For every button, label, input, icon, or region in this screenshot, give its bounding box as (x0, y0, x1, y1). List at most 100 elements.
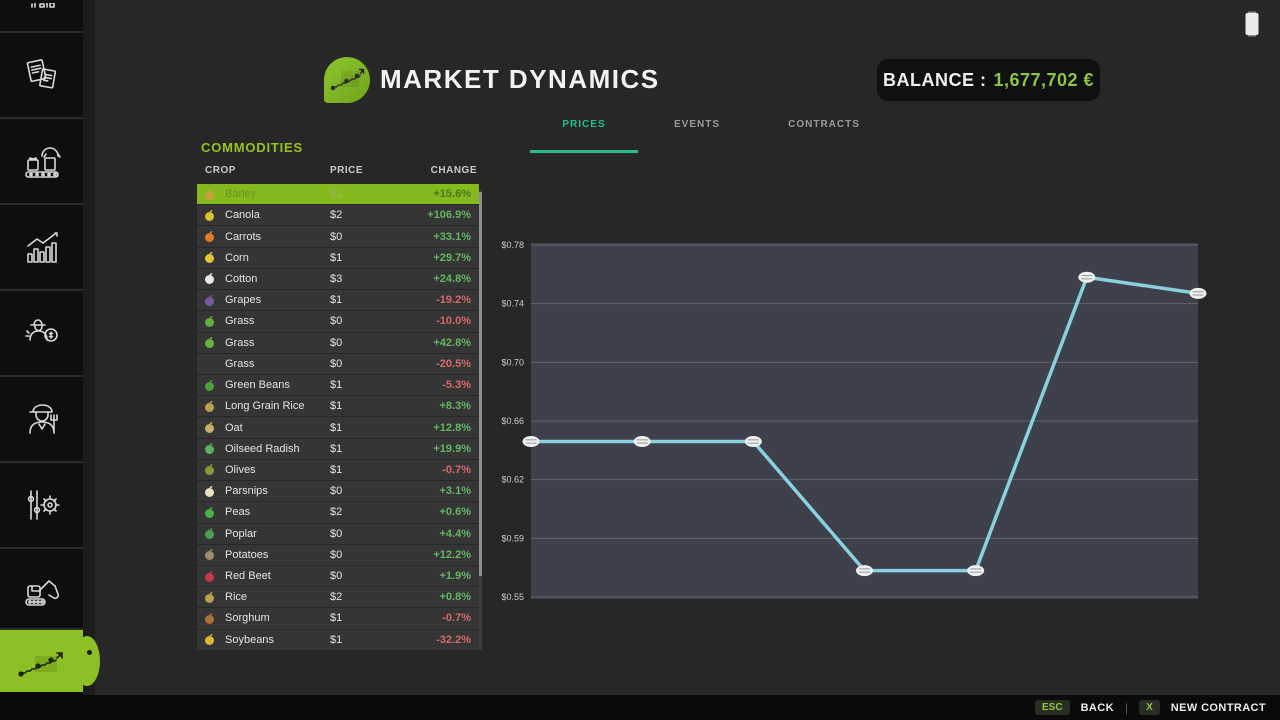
y-axis-tick-label: $0.78 (501, 240, 524, 250)
sidebar-item-statistics[interactable] (0, 205, 83, 291)
crop-icon (203, 485, 217, 498)
crop-price: $3 (330, 272, 343, 285)
crop-name: Grass (225, 315, 255, 328)
crop-name: Olives (225, 463, 256, 476)
crop-price: $0 (330, 570, 343, 583)
settings-sliders-gear-icon (27, 490, 60, 520)
new-contract-button[interactable]: NEW CONTRACT (1170, 701, 1266, 714)
commodity-row[interactable]: Green Beans $1 -5.3% (197, 374, 479, 397)
crop-change: -10.0% (436, 315, 471, 328)
crop-icon (203, 188, 217, 201)
crop-icon (203, 251, 217, 264)
farmer-icon (28, 404, 58, 434)
commodity-row[interactable]: Peas $2 +0.6% (197, 502, 479, 524)
crop-change: -19.2% (436, 294, 471, 307)
crop-name: Cotton (225, 272, 258, 285)
animal-partial-icon (30, 2, 55, 8)
commodity-row[interactable]: Olives $1 -0.7% (197, 459, 479, 482)
crop-name: Rice (225, 591, 248, 604)
crop-name: Barley (225, 188, 257, 201)
market-dynamics-icon (17, 652, 63, 677)
crop-price: $2 (330, 506, 343, 519)
commodity-row[interactable]: Rice $2 +0.8% (197, 587, 479, 609)
commodity-row[interactable]: Grass $0 +42.8% (197, 332, 479, 354)
sidebar-item-documents[interactable] (0, 33, 83, 119)
crop-price: $1 (330, 442, 343, 455)
crop-change: +12.2% (433, 548, 471, 561)
tab-contracts[interactable]: CONTRACTS (788, 119, 860, 130)
crop-change: +3.1% (439, 485, 472, 498)
crop-change: +1.9% (439, 570, 472, 583)
commodity-row[interactable]: Parsnips $0 +3.1% (197, 481, 479, 503)
crop-name: Oat (225, 421, 243, 434)
crop-price: $1 (330, 612, 343, 625)
crop-change: -0.7% (442, 463, 471, 476)
data-point-marker (1189, 287, 1207, 299)
production-line-icon (24, 147, 61, 178)
commodity-row[interactable]: Oat $1 +12.8% (197, 417, 479, 439)
crop-change: +106.9% (427, 209, 471, 222)
commodity-row[interactable]: Poplar $0 +4.4% (197, 523, 479, 545)
crop-name: Green Beans (225, 379, 290, 392)
footer-divider: | (1124, 700, 1129, 715)
data-point-marker (856, 565, 873, 577)
crop-icon (203, 209, 217, 222)
commodity-row[interactable]: Carrots $0 +33.1% (197, 226, 479, 248)
sidebar-item-market-dynamics-active[interactable] (0, 630, 83, 692)
commodity-row[interactable]: Oilseed Radish $1 +19.9% (197, 438, 479, 460)
crop-change: -5.3% (442, 379, 471, 392)
balance-value: 1,677,702 € (993, 69, 1095, 90)
crop-change: +0.8% (439, 591, 472, 604)
commodity-row[interactable]: Grass $0 -10.0% (197, 311, 479, 333)
crop-icon (203, 294, 217, 307)
esc-keycap[interactable]: ESC (1035, 700, 1070, 715)
tab-events[interactable]: EVENTS (673, 119, 721, 130)
sidebar-item-animals[interactable] (0, 0, 83, 33)
x-keycap[interactable]: X (1139, 700, 1160, 715)
commodity-list-scrollbar[interactable] (479, 190, 482, 650)
crop-icon (203, 527, 217, 540)
crop-icon (203, 336, 217, 349)
sidebar-item-farmer-finances[interactable] (0, 291, 83, 377)
statistics-icon (26, 232, 58, 263)
commodity-row[interactable]: Sorghum $1 -0.7% (197, 608, 479, 630)
crop-name: Canola (225, 209, 260, 222)
crop-name: Red Beet (225, 570, 271, 583)
commodity-row[interactable]: Long Grain Rice $1 +8.3% (197, 396, 479, 418)
crop-icon (203, 548, 217, 561)
commodity-row[interactable]: Cotton $3 +24.8% (197, 268, 479, 291)
y-axis-tick-label: $0.62 (501, 475, 524, 485)
sidebar-item-settings[interactable] (0, 463, 83, 549)
commodity-row[interactable]: Soybeans $1 -32.2% (197, 629, 479, 651)
commodity-row[interactable]: Canola $2 +106.9% (197, 205, 479, 227)
back-button[interactable]: BACK (1080, 701, 1114, 714)
crop-name: Long Grain Rice (225, 400, 305, 413)
commodity-row[interactable]: Grass $0 -20.5% (197, 353, 479, 375)
commodity-row[interactable]: Potatoes $0 +12.2% (197, 544, 479, 566)
excavator-icon (24, 579, 59, 606)
crop-name: Parsnips (225, 485, 268, 498)
y-axis-tick-label: $0.74 (501, 299, 524, 309)
column-header-price: PRICE (330, 165, 364, 176)
crop-icon (203, 379, 217, 392)
scrollbar-thumb[interactable] (479, 192, 482, 576)
commodity-row[interactable]: Barley $1 +15.6% (197, 184, 479, 206)
crop-name: Potatoes (225, 548, 269, 561)
crop-change: +4.4% (439, 527, 472, 540)
sidebar-item-excavator[interactable] (0, 549, 83, 630)
crop-price: $0 (330, 548, 343, 561)
balance-display: BALANCE : 1,677,702 € (877, 59, 1100, 101)
commodity-row[interactable]: Grapes $1 -19.2% (197, 290, 479, 312)
crop-price: $1 (330, 400, 343, 413)
sidebar-item-production[interactable] (0, 119, 83, 205)
commodity-row[interactable]: Corn $1 +29.7% (197, 247, 479, 269)
crop-name: Soybeans (225, 633, 274, 646)
crop-icon (203, 570, 217, 583)
crop-change: -20.5% (436, 357, 471, 370)
tab-prices[interactable]: PRICES (562, 119, 606, 130)
sidebar-item-farmer[interactable] (0, 377, 83, 463)
commodity-row[interactable]: Red Beet $0 +1.9% (197, 565, 479, 588)
data-point-marker (633, 436, 651, 448)
crop-icon (203, 442, 217, 455)
